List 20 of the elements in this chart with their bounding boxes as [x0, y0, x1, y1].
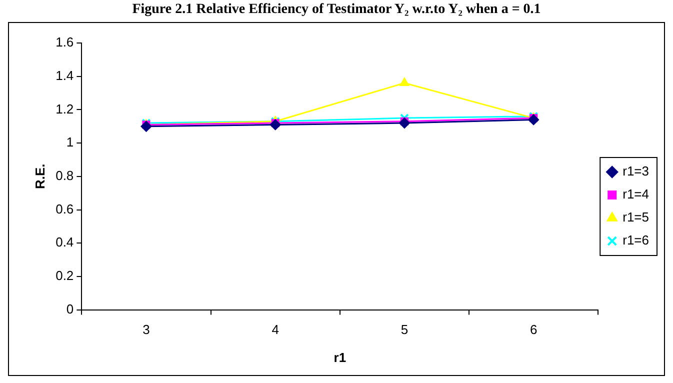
y-tick-label: 0.8 — [56, 168, 74, 183]
y-axis-title: R.E. — [32, 164, 48, 190]
y-tick-label: 0.4 — [56, 234, 74, 250]
y-tick-label: 0 — [66, 301, 74, 316]
legend-label: r1=3 — [622, 164, 650, 179]
y-tick-label: 0.6 — [56, 201, 74, 216]
y-tick-label: 1.4 — [56, 68, 74, 83]
x-tick-label: 6 — [530, 322, 538, 338]
x-tick-label: 5 — [400, 322, 408, 338]
x-tick-label: 3 — [142, 322, 150, 338]
legend-label: r1=6 — [622, 232, 650, 248]
x-axis-title: r1 — [334, 350, 346, 365]
y-tick-label: 1.2 — [56, 101, 74, 116]
legend-label: r1=4 — [622, 186, 650, 202]
chart-title: Figure 2.1 Relative Efficiency of Testimator Y₂ w.r.to Y₂ when a = 0.1 — [131, 1, 542, 19]
y-tick-label: 1 — [66, 134, 74, 150]
y-tick-label: 0.2 — [56, 268, 74, 284]
x-tick-label: 4 — [272, 322, 279, 338]
y-tick-label: 1.6 — [56, 34, 74, 50]
legend-label: r1=5 — [622, 210, 650, 225]
